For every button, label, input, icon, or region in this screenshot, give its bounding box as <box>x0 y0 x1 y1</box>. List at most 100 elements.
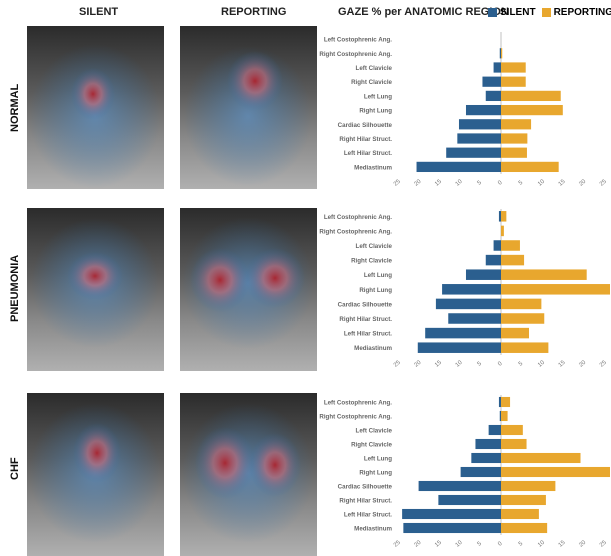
chf-category-label-left-lung: Left Lung <box>364 456 392 463</box>
pneumonia-bar-silent-mediastinum <box>417 342 501 353</box>
normal-x-tick-label: 10 <box>537 178 546 187</box>
pneumonia-x-tick-label: 15 <box>558 359 567 368</box>
normal-category-label-mediastinum: Mediastinum <box>354 164 392 171</box>
pneumonia-bar-reporting-left-hilar-struct <box>501 327 530 339</box>
pneumonia-bar-silent-right-clavicle <box>485 254 501 266</box>
normal-bar-silent-left-lung <box>485 90 501 102</box>
chf-category-label-left-costophrenic-ang: Left Costophrenic Ang. <box>324 400 392 407</box>
pneumonia-x-tick-label: 0 <box>497 360 504 367</box>
normal-bar-silent-left-hilar-struct <box>446 147 501 158</box>
xray-pneumonia-silent <box>27 208 164 371</box>
chf-bar-reporting-left-hilar-struct <box>501 508 539 520</box>
normal-category-label-left-lung: Left Lung <box>364 93 392 100</box>
row-label-chf: CHF <box>9 457 21 480</box>
chf-category-label-left-hilar-struct: Left Hilar Struct. <box>344 512 392 519</box>
legend-swatch-silent <box>488 8 497 17</box>
pneumonia-category-label-mediastinum: Mediastinum <box>354 345 392 352</box>
legend-swatch-reporting <box>541 8 551 17</box>
chf-x-tick-label: 20 <box>578 539 587 548</box>
gaze-chart-pneumonia: Left Costophrenic Ang. Right Costophrenic… <box>319 209 610 369</box>
normal-bar-silent-right-costophrenic-ang <box>499 48 501 59</box>
pneumonia-x-tick-label: 5 <box>477 360 484 367</box>
normal-x-tick-label: 25 <box>599 178 608 187</box>
chf-category-label-mediastinum: Mediastinum <box>354 526 392 533</box>
pneumonia-x-tick-label: 10 <box>537 359 546 368</box>
pneumonia-bar-reporting-left-clavicle <box>501 240 520 251</box>
gaze-chart-normal: Left Costophrenic Ang. Right Costophrenic… <box>319 32 608 188</box>
pneumonia-bar-reporting-cardiac-silhouette <box>501 298 542 310</box>
xray-normal-reporting <box>180 26 317 189</box>
normal-category-label-right-costophrenic-ang: Right Costophrenic Ang. <box>319 51 392 58</box>
chf-bar-reporting-cardiac-silhouette <box>501 480 556 492</box>
pneumonia-bar-reporting-right-costophrenic-ang <box>501 225 504 237</box>
normal-bar-reporting-left-hilar-struct <box>501 147 527 158</box>
normal-bar-silent-mediastinum <box>416 161 501 173</box>
pneumonia-category-label-right-costophrenic-ang: Right Costophrenic Ang. <box>319 228 392 235</box>
pneumonia-bar-silent-cardiac-silhouette <box>435 298 501 310</box>
chf-bar-silent-left-hilar-struct <box>402 508 501 520</box>
pneumonia-bar-silent-left-costophrenic-ang <box>498 211 501 222</box>
chf-x-tick-label: 25 <box>599 539 608 548</box>
normal-category-label-left-hilar-struct: Left Hilar Struct. <box>344 150 392 157</box>
chf-bar-reporting-left-clavicle <box>501 424 523 436</box>
normal-x-tick-label: 5 <box>477 179 484 186</box>
chf-bar-silent-left-clavicle <box>488 424 501 436</box>
normal-x-tick-label: 10 <box>455 178 464 187</box>
chf-category-label-left-clavicle: Left Clavicle <box>356 428 393 435</box>
normal-bar-reporting-right-clavicle <box>501 76 526 87</box>
chf-category-label-right-lung: Right Lung <box>359 470 392 477</box>
legend: SILENT REPORTING <box>488 7 611 18</box>
pneumonia-category-label-left-hilar-struct: Left Hilar Struct. <box>344 331 392 338</box>
row-label-pneumonia: PNEUMONIA <box>9 254 21 322</box>
normal-bar-reporting-right-costophrenic-ang <box>501 48 503 59</box>
chf-bar-silent-right-hilar-struct <box>438 494 501 506</box>
chf-x-tick-label: 5 <box>477 540 484 547</box>
pneumonia-x-tick-label: 5 <box>518 360 525 367</box>
normal-bar-silent-cardiac-silhouette <box>458 119 501 130</box>
chf-bar-reporting-right-costophrenic-ang <box>501 410 508 422</box>
chf-x-tick-label: 10 <box>455 539 464 548</box>
pneumonia-bar-silent-right-lung <box>442 284 501 295</box>
pneumonia-x-tick-label: 25 <box>393 359 402 368</box>
pneumonia-bar-reporting-left-costophrenic-ang <box>501 211 507 222</box>
chf-bar-reporting-left-costophrenic-ang <box>501 396 511 408</box>
pneumonia-category-label-cardiac-silhouette: Cardiac Silhouette <box>338 301 393 308</box>
chf-category-label-right-costophrenic-ang: Right Costophrenic Ang. <box>319 414 392 421</box>
normal-category-label-right-lung: Right Lung <box>359 108 392 115</box>
chf-category-label-right-clavicle: Right Clavicle <box>351 442 392 449</box>
chf-x-tick-label: 25 <box>393 539 402 548</box>
chf-bar-reporting-right-lung <box>501 466 610 478</box>
normal-bar-reporting-left-clavicle <box>501 62 526 73</box>
pneumonia-category-label-right-lung: Right Lung <box>359 287 392 294</box>
gaze-chart-header: GAZE % per ANATOMIC REGION <box>338 6 509 18</box>
legend-label-silent: SILENT <box>500 7 536 18</box>
pneumonia-bar-reporting-right-clavicle <box>501 254 525 266</box>
reporting-column-header: REPORTING <box>221 6 287 18</box>
pneumonia-category-label-left-clavicle: Left Clavicle <box>356 243 393 250</box>
pneumonia-bar-reporting-right-lung <box>501 284 610 295</box>
normal-x-tick-label: 20 <box>413 178 422 187</box>
chf-category-label-cardiac-silhouette: Cardiac Silhouette <box>338 484 393 491</box>
pneumonia-x-tick-label: 25 <box>599 359 608 368</box>
normal-x-tick-label: 0 <box>497 179 504 186</box>
pneumonia-x-tick-label: 10 <box>455 359 464 368</box>
pneumonia-category-label-right-hilar-struct: Right Hilar Struct. <box>339 316 392 323</box>
pneumonia-x-tick-label: 20 <box>413 359 422 368</box>
xray-chf-silent <box>27 393 164 556</box>
normal-category-label-right-hilar-struct: Right Hilar Struct. <box>339 136 392 143</box>
normal-bar-reporting-right-hilar-struct <box>501 133 528 144</box>
chf-bar-silent-right-costophrenic-ang <box>499 410 501 422</box>
chf-x-tick-label: 10 <box>537 539 546 548</box>
normal-x-tick-label: 20 <box>578 178 587 187</box>
pneumonia-bar-silent-left-hilar-struct <box>425 327 501 339</box>
pneumonia-category-label-right-clavicle: Right Clavicle <box>351 258 392 265</box>
pneumonia-category-label-left-costophrenic-ang: Left Costophrenic Ang. <box>324 214 392 221</box>
chf-bar-silent-right-clavicle <box>475 438 501 450</box>
pneumonia-x-tick-label: 15 <box>434 359 443 368</box>
pneumonia-bar-reporting-mediastinum <box>501 342 549 353</box>
chf-bar-reporting-left-lung <box>501 452 581 464</box>
normal-category-label-left-costophrenic-ang: Left Costophrenic Ang. <box>324 37 392 44</box>
xray-normal-silent <box>27 26 164 189</box>
gaze-chart-chf: Left Costophrenic Ang. Right Costophrenic… <box>319 395 610 549</box>
chf-bar-silent-left-lung <box>471 452 501 464</box>
